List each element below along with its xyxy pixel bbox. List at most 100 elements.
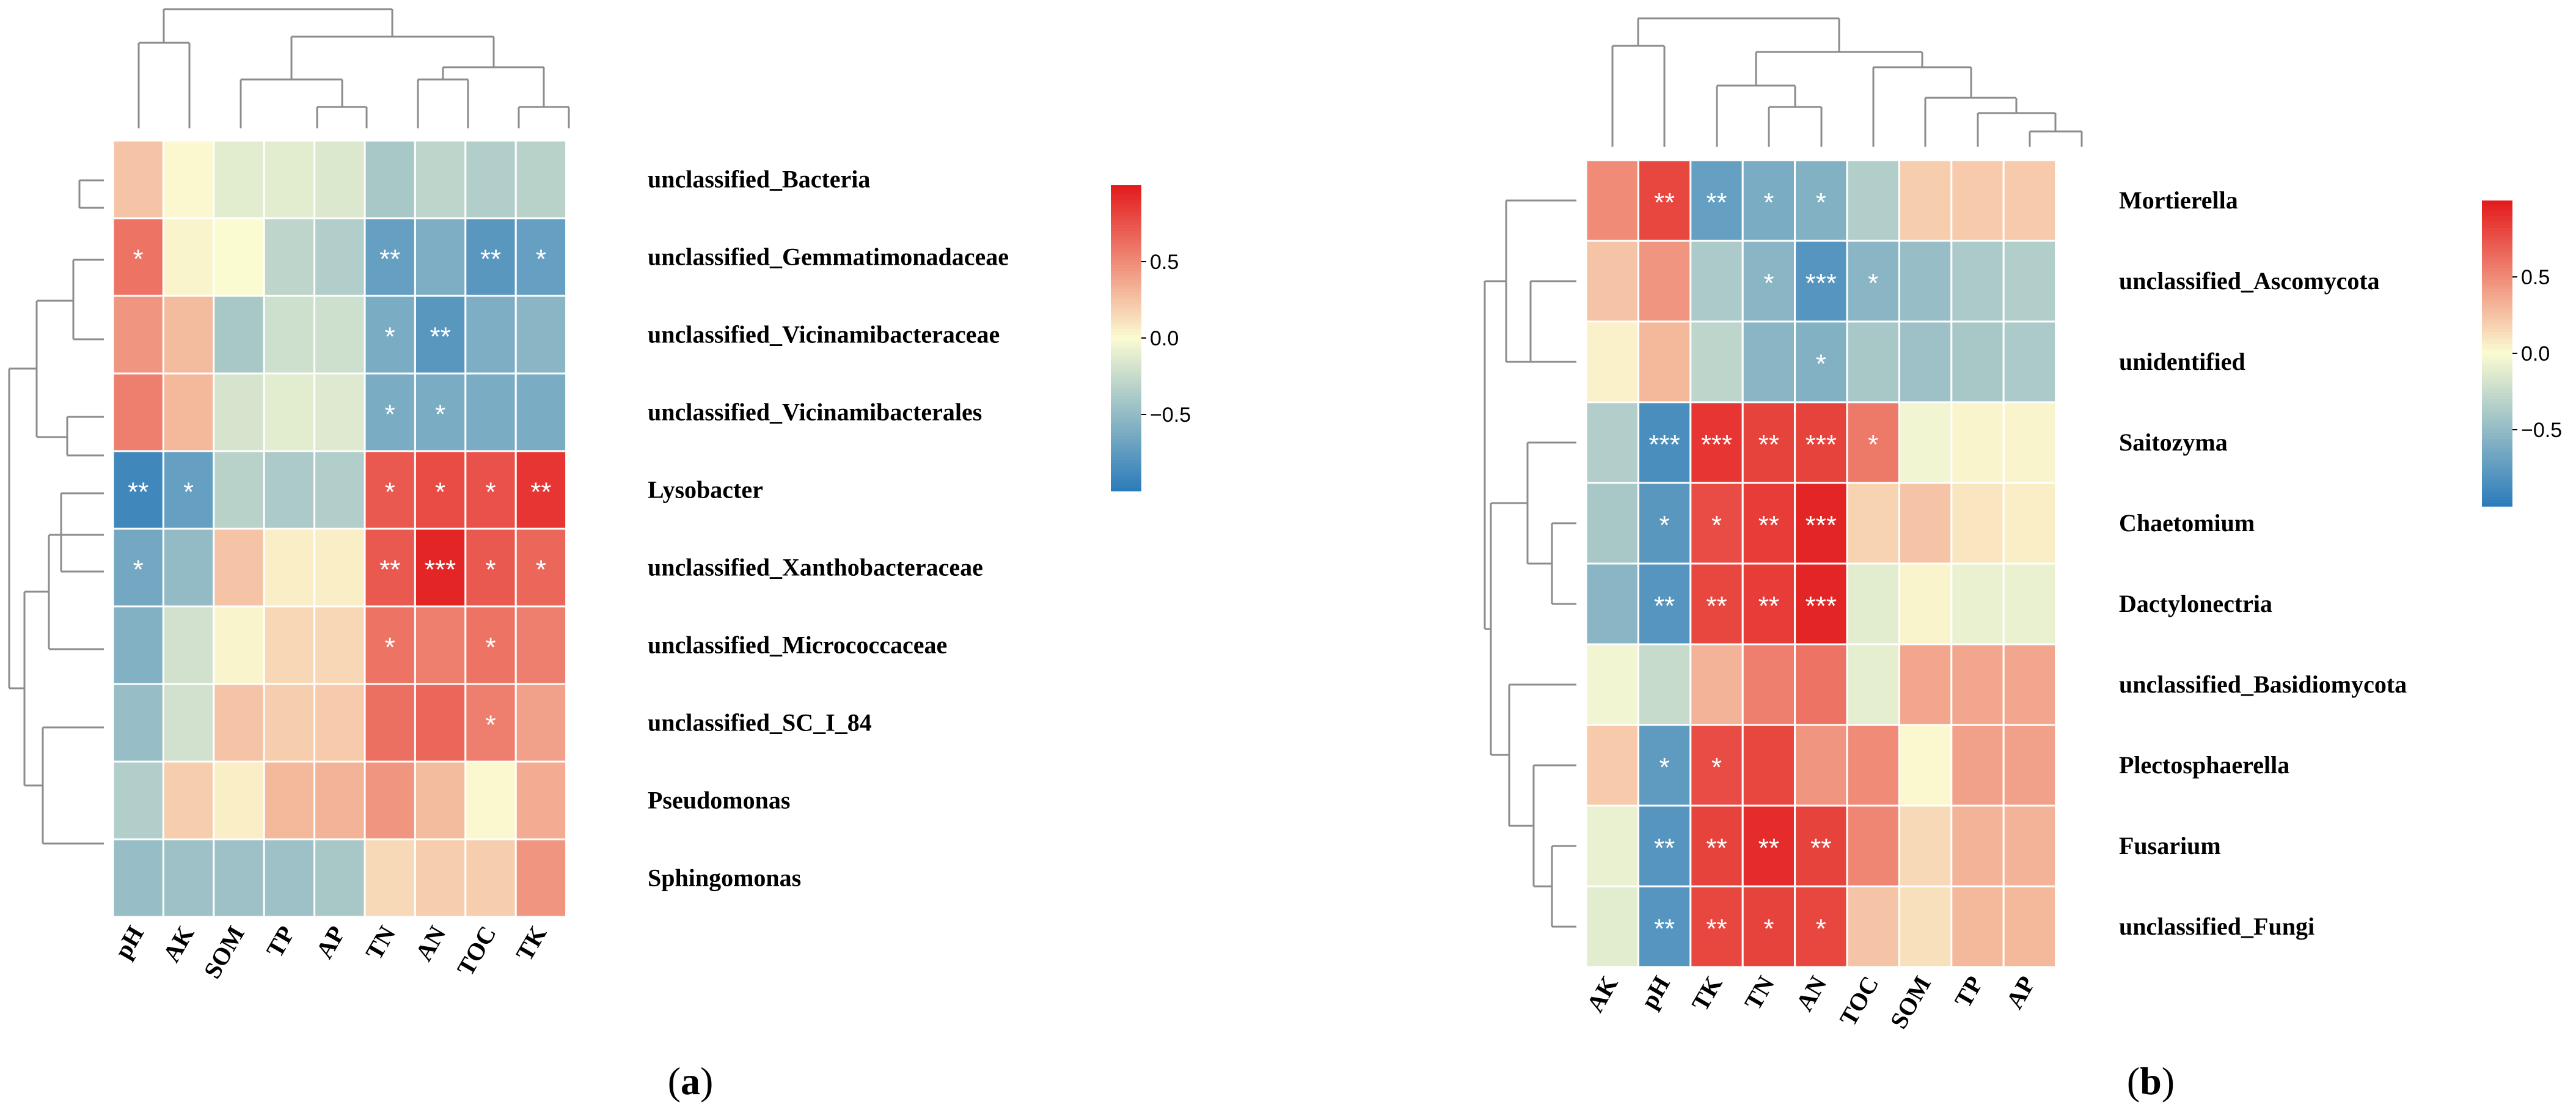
colorbar-step	[1111, 393, 1141, 397]
colorbar-step	[1111, 311, 1141, 314]
colorbar-step	[1111, 479, 1141, 482]
significance-mark: *	[1868, 268, 1878, 298]
heatmap-cell	[112, 838, 164, 918]
heatmap-cell	[1794, 401, 1848, 484]
heatmap-cell	[1898, 159, 1953, 242]
colorbar-step	[1111, 274, 1141, 278]
colorbar-step	[2482, 457, 2512, 461]
colorbar-step	[2482, 219, 2512, 222]
colorbar-step	[1111, 375, 1141, 378]
colorbar-step	[1111, 194, 1141, 198]
colorbar-step	[1111, 430, 1141, 433]
colorbar-step	[2482, 350, 2512, 354]
colorbar-step	[2482, 268, 2512, 271]
heatmap-cell	[2002, 643, 2057, 726]
heatmap-cell	[1637, 320, 1692, 403]
heatmap-cell	[1585, 724, 1639, 807]
heatmap-cell	[1794, 240, 1848, 323]
heatmap-cell	[2002, 724, 2057, 807]
heatmap-cell	[1689, 401, 1744, 484]
significance-mark: ***	[1806, 591, 1837, 621]
colorbar-step	[1111, 457, 1141, 461]
colorbar-step	[1111, 301, 1141, 305]
heatmap-cell	[263, 295, 316, 375]
heatmap-cell	[1637, 724, 1692, 807]
column-label-som: SOM	[198, 921, 250, 983]
colorbar-step	[2482, 228, 2512, 232]
heatmap-cell	[213, 295, 265, 375]
colorbar-step	[2482, 473, 2512, 476]
heatmap-cell	[1689, 240, 1744, 323]
significance-mark: **	[1758, 833, 1779, 863]
heatmap-cell	[1898, 885, 1953, 968]
heatmap-cell	[1950, 885, 2005, 968]
colorbar-step	[1111, 396, 1141, 400]
column-label-an: AN	[410, 921, 452, 966]
significance-mark: ***	[1701, 430, 1732, 460]
colorbar-step	[2482, 262, 2512, 265]
colorbar-step	[2482, 234, 2512, 238]
colorbar-step	[1111, 197, 1141, 201]
colorbar-step	[1111, 433, 1141, 436]
heatmap-cell	[1637, 643, 1692, 726]
colorbar-step	[2482, 503, 2512, 507]
colorbar-step	[1111, 378, 1141, 381]
heatmap-cell	[1794, 724, 1848, 807]
row-label-mortierella: Mortierella	[2119, 186, 2238, 214]
colorbar-step	[2482, 338, 2512, 342]
colorbar-step	[2482, 482, 2512, 485]
heatmap-cell	[263, 838, 316, 918]
heatmap-cell	[1846, 885, 1900, 968]
colorbar: 0.5 0.0 −0.5	[1111, 185, 1191, 491]
column-label-ap: AP	[310, 921, 351, 963]
colorbar-step	[1111, 243, 1141, 247]
colorbar-step	[2482, 494, 2512, 498]
colorbar-tick-label: −0.5	[1150, 403, 1191, 427]
colorbar-step	[1111, 356, 1141, 360]
heatmap-cell	[162, 838, 215, 918]
significance-mark: **	[1706, 591, 1727, 621]
colorbar-step	[2482, 311, 2512, 314]
heatmap-cell	[414, 217, 467, 297]
heatmap-cell	[464, 838, 517, 918]
heatmap-cell	[1950, 562, 2005, 645]
heatmap-cell	[1741, 885, 1796, 968]
significance-mark: ***	[425, 555, 456, 585]
heatmap-cell	[162, 528, 215, 608]
heatmap-cell	[514, 528, 568, 608]
heatmap-cell	[1689, 320, 1744, 403]
colorbar-step	[1111, 265, 1141, 268]
heatmap-cell	[364, 760, 416, 840]
heatmap-cell	[313, 139, 366, 219]
colorbar-step	[1111, 216, 1141, 219]
colorbar-step	[2482, 497, 2512, 501]
column-label-toc: TOC	[1834, 971, 1884, 1031]
row-label-unclassified-vicinamibacterales: unclassified_Vicinamibacterales	[648, 399, 982, 426]
colorbar-step	[2482, 353, 2512, 357]
colorbar-step	[2482, 249, 2512, 253]
colorbar-step	[2482, 476, 2512, 479]
heatmap-cell	[514, 295, 568, 375]
colorbar-step	[2482, 237, 2512, 241]
colorbar-step	[1111, 246, 1141, 250]
colorbar-step	[1111, 451, 1141, 455]
colorbar-step	[1111, 445, 1141, 449]
colorbar-step	[2482, 439, 2512, 443]
significance-mark: *	[485, 710, 496, 740]
significance-mark: *	[1816, 349, 1826, 379]
heatmap-cell	[313, 605, 366, 685]
colorbar-step	[1111, 213, 1141, 216]
heatmap-cell	[514, 450, 568, 530]
heatmap-cell	[414, 683, 467, 763]
heatmap-cell	[1585, 885, 1639, 968]
heatmap-cell	[1950, 240, 2005, 323]
heatmap-cell	[263, 450, 316, 530]
colorbar-step	[1111, 353, 1141, 357]
heatmap-cell	[1741, 724, 1796, 807]
row-label-unclassified-xanthobacteraceae: unclassified_Xanthobacteraceae	[648, 554, 983, 581]
heatmap-cell	[2002, 159, 2057, 242]
heatmap-cell	[162, 450, 215, 530]
heatmap-cell	[1950, 482, 2005, 565]
colorbar-step	[1111, 454, 1141, 458]
heatmap-cell	[213, 450, 265, 530]
